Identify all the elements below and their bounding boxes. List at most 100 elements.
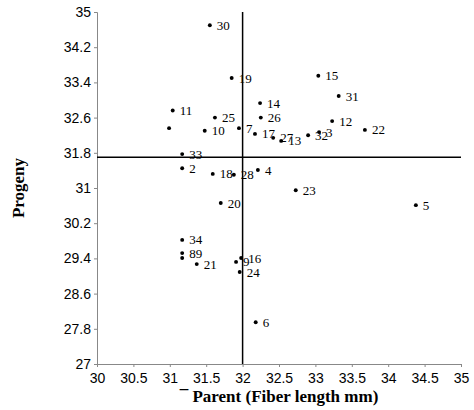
- point-label: 16: [248, 251, 261, 266]
- y-tick: 29.4: [64, 250, 97, 266]
- x-tick-mark: [133, 364, 134, 367]
- point-label: 10: [212, 123, 225, 138]
- y-tick-label: 33.4: [64, 74, 91, 90]
- y-axis-line: [94, 13, 98, 365]
- point: [258, 101, 262, 105]
- x-tick: 30: [90, 364, 106, 386]
- chart: 3030.53131.53232.53333.53434.5352727.828…: [0, 0, 474, 410]
- x-axis-line: [98, 365, 462, 368]
- y-tick-mark: [94, 12, 97, 13]
- y-tick: 30.2: [64, 215, 97, 231]
- point: [256, 168, 260, 172]
- y-tick: 34.2: [64, 39, 97, 55]
- point-label: 14: [267, 96, 281, 111]
- x-tick: 33.5: [339, 364, 366, 386]
- y-tick-label: 34.2: [64, 39, 91, 55]
- x-tick-label: 31: [163, 370, 179, 386]
- point: [208, 23, 212, 27]
- y-tick-mark: [94, 258, 97, 259]
- y-tick-mark: [94, 118, 97, 119]
- point-label: 31: [346, 89, 359, 104]
- point: [167, 126, 171, 130]
- y-tick-label: 31: [75, 180, 91, 196]
- point-label: 28: [241, 167, 254, 182]
- point-label: 17: [262, 126, 276, 141]
- point: [180, 238, 184, 242]
- y-tick: 33.4: [64, 74, 97, 90]
- point: [330, 119, 334, 123]
- y-tick-label: 35: [75, 4, 91, 20]
- point-label: 11: [180, 103, 193, 118]
- y-tick: 28.6: [64, 286, 97, 302]
- point: [294, 188, 298, 192]
- y-axis-title: Progeny: [9, 157, 28, 218]
- point-label: 7: [246, 121, 253, 136]
- y-tick-mark: [94, 294, 97, 295]
- x-tick: 32.5: [266, 364, 293, 386]
- y-tick-label: 32.6: [64, 110, 91, 126]
- y-tick-label: 28.6: [64, 286, 91, 302]
- y-tick: 27.8: [64, 321, 97, 337]
- y-tick: 31.8: [64, 145, 97, 161]
- point-label: 26: [268, 110, 282, 125]
- point: [363, 128, 367, 132]
- point: [253, 132, 257, 136]
- x-tick-mark: [279, 364, 280, 367]
- point: [213, 116, 217, 120]
- y-tick-label: 30.2: [64, 215, 91, 231]
- y-tick-label: 27.8: [64, 321, 91, 337]
- y-axis: 27 27.8 28.6 29.4 30.2 31 31.8 32.6 33.4 34.2 35: [64, 4, 98, 372]
- point-label: 30: [217, 18, 230, 33]
- y-tick: 32.6: [64, 110, 97, 126]
- point-label: 20: [228, 196, 241, 211]
- reference-line-y: [97, 156, 461, 158]
- point-label: 22: [372, 122, 385, 137]
- point: [203, 129, 207, 133]
- point: [230, 76, 234, 80]
- point-label: 5: [423, 198, 430, 213]
- point-label: 21: [204, 257, 217, 272]
- point: [254, 320, 258, 324]
- x-tick-label: 35: [454, 370, 470, 386]
- point-label: 6: [263, 315, 270, 330]
- x-axis-title: ¯ Parent (Fiber length mm): [179, 387, 379, 406]
- point: [414, 203, 418, 207]
- point-label: 19: [239, 71, 252, 86]
- point: [180, 166, 184, 170]
- x-tick-label: 32: [235, 370, 251, 386]
- y-tick-mark: [94, 364, 97, 365]
- x-tick-mark: [243, 364, 244, 367]
- y-tick-mark: [94, 188, 97, 189]
- reference-line-x: [242, 12, 244, 364]
- x-tick-label: 30.5: [120, 370, 147, 386]
- point: [211, 172, 215, 176]
- y-tick-mark: [94, 223, 97, 224]
- point: [237, 126, 241, 130]
- point: [259, 116, 263, 120]
- point: [306, 133, 310, 137]
- x-tick-label: 30: [90, 370, 106, 386]
- plot-area: [97, 12, 461, 364]
- y-tick-mark: [94, 82, 97, 83]
- point: [171, 109, 175, 113]
- x-tick-mark: [315, 364, 316, 367]
- y-tick-label: 27: [75, 356, 91, 372]
- x-tick: 34.5: [411, 364, 438, 386]
- point-label: 15: [325, 68, 338, 83]
- point: [180, 256, 184, 260]
- point-label: 13: [288, 133, 301, 148]
- x-tick: 32: [235, 364, 251, 386]
- y-tick-mark: [94, 153, 97, 154]
- x-tick: 34: [381, 364, 397, 386]
- y-tick-mark: [94, 47, 97, 48]
- x-tick-label: 34.5: [411, 370, 438, 386]
- y-tick: 31: [75, 180, 97, 196]
- point: [219, 201, 223, 205]
- x-tick-label: 31.5: [193, 370, 220, 386]
- x-axis: 3030.53131.53232.53333.53434.535: [90, 364, 470, 386]
- x-tick-mark: [388, 364, 389, 367]
- x-tick: 31: [163, 364, 179, 386]
- x-tick-mark: [352, 364, 353, 367]
- point-label: 24: [247, 265, 260, 280]
- y-tick: 27: [75, 356, 97, 372]
